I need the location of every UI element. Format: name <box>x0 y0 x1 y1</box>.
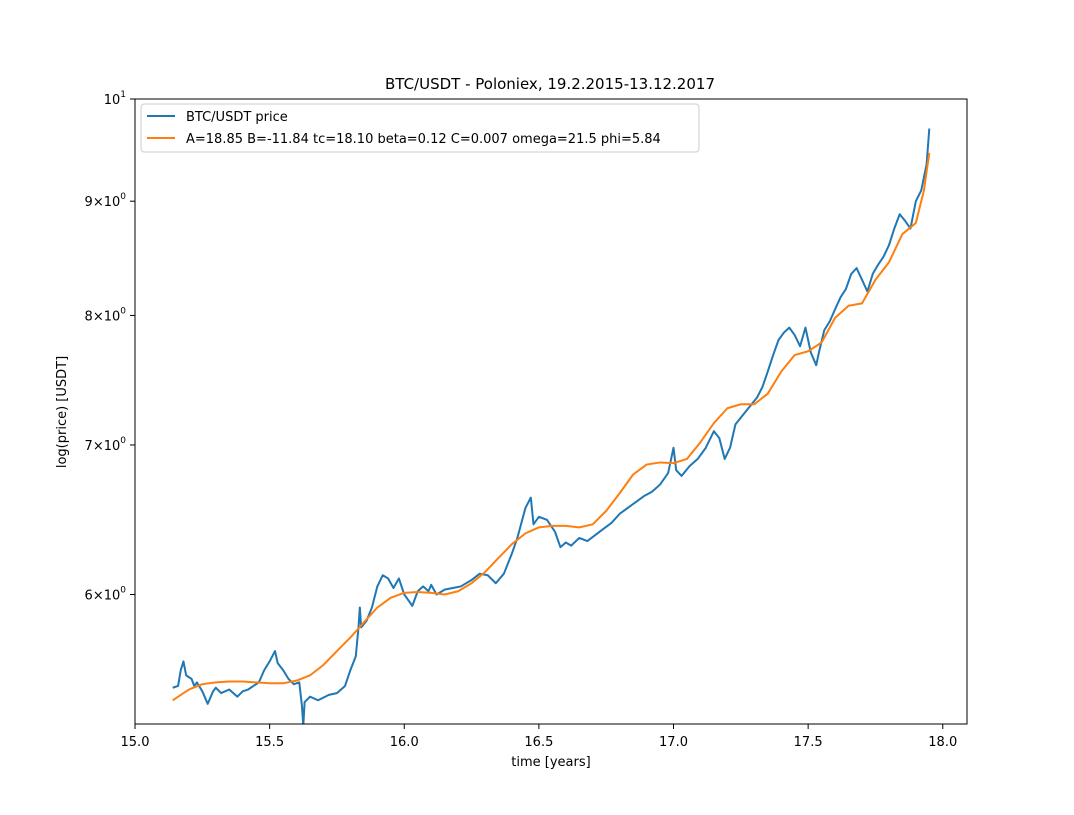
series-line-price <box>172 128 931 724</box>
y-tick-label: 6×100 <box>85 585 127 603</box>
x-tick-label: 16.5 <box>524 735 553 750</box>
y-tick-label: 9×100 <box>85 192 127 210</box>
x-axis-label: time [years] <box>511 755 590 770</box>
x-tick-label: 15.5 <box>255 735 284 750</box>
series-group <box>172 128 931 724</box>
x-axis-ticks: 15.0 15.5 16.0 16.5 17.0 17.5 18.0 <box>121 724 957 750</box>
x-tick-label: 15.0 <box>121 735 150 750</box>
y-tick-label: 7×100 <box>85 436 127 454</box>
chart-title: BTC/USDT - Poloniex, 19.2.2015-13.12.201… <box>385 75 715 93</box>
x-tick-label: 17.5 <box>794 735 823 750</box>
y-axis-label: log(price) [USDT] <box>55 356 70 468</box>
legend-label-price: BTC/USDT price <box>186 110 288 125</box>
legend-label-fit: A=18.85 B=-11.84 tc=18.10 beta=0.12 C=0.… <box>186 132 661 147</box>
y-tick-label: 8×100 <box>85 306 127 324</box>
x-tick-label: 16.0 <box>390 735 419 750</box>
legend: BTC/USDT price A=18.85 B=-11.84 tc=18.10… <box>140 103 700 153</box>
axes-frame <box>134 98 968 725</box>
x-tick-label: 17.0 <box>659 735 688 750</box>
legend-box <box>140 103 700 153</box>
series-line-fit <box>172 152 931 702</box>
x-tick-label: 18.0 <box>928 735 957 750</box>
